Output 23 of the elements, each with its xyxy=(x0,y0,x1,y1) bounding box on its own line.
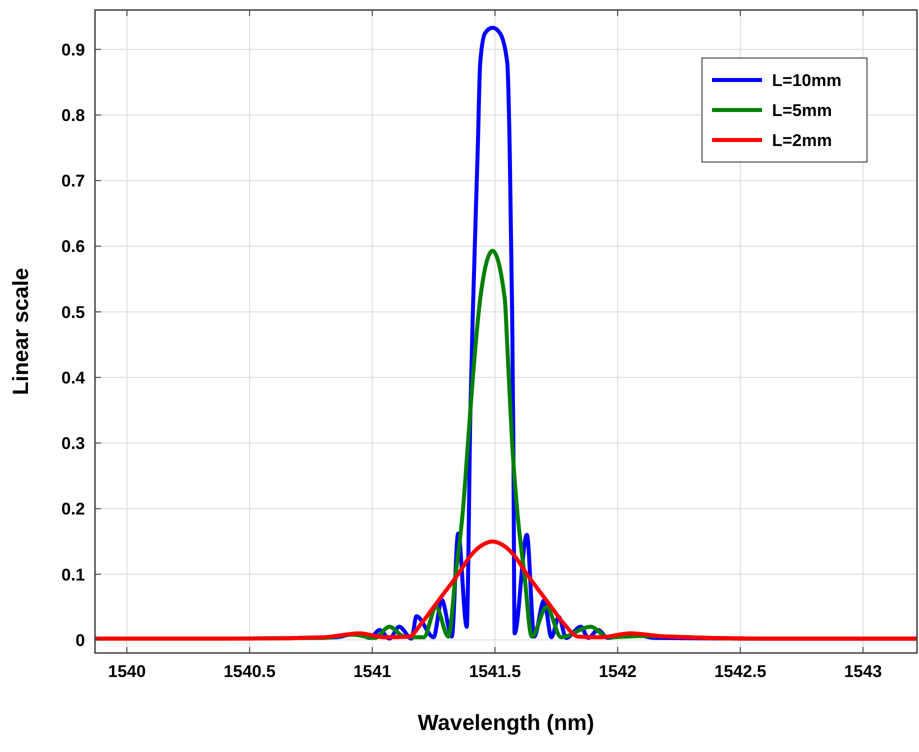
line-series xyxy=(95,539,917,641)
x-tick-label: 1541 xyxy=(353,662,392,681)
y-tick-label: 0.3 xyxy=(61,434,85,454)
x-tick-label: 1540.5 xyxy=(224,662,276,681)
y-tick-label: 0.6 xyxy=(61,237,85,256)
y-tick-label: 0.8 xyxy=(61,106,85,125)
legend-label: L=5mm xyxy=(772,101,832,120)
y-tick-label: 0.2 xyxy=(61,500,85,519)
legend-label: L=2mm xyxy=(772,131,832,150)
y-tick-label: 0.4 xyxy=(61,368,86,388)
x-tick-label: 1543 xyxy=(844,662,882,681)
x-tick-label: 1541.5 xyxy=(468,662,521,681)
x-axis-title: Wavelength (nm) xyxy=(418,710,594,735)
y-tick-label: 0 xyxy=(76,630,85,650)
y-axis-title: Linear scale xyxy=(8,268,33,396)
x-tick-label: 1542 xyxy=(598,662,637,681)
y-tick-label: 0.7 xyxy=(61,172,85,191)
x-tick-label: 1540 xyxy=(108,662,146,681)
legend-label: L=10mm xyxy=(772,71,842,90)
y-tick-label: 0.9 xyxy=(61,40,85,60)
y-tick-label: 0.1 xyxy=(61,565,85,584)
x-tick-label: 1542.5 xyxy=(714,662,766,681)
y-tick-label: 0.5 xyxy=(61,302,85,322)
